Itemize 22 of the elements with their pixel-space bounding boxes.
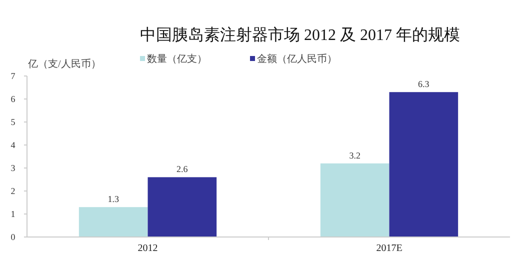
y-tick-label: 0 [10,232,16,242]
y-tick-label: 1 [10,209,16,219]
legend-label: 金额（亿人民币） [257,53,337,65]
y-tick-label: 7 [10,71,16,81]
data-label: 1.3 [108,194,120,204]
y-tick-label: 2 [10,186,16,196]
bar [389,92,458,237]
data-label: 2.6 [176,164,188,174]
data-label: 3.2 [349,150,360,160]
chart-title: 中国胰岛素注射器市场 2012 及 2017 年的规模 [140,26,460,44]
data-label: 6.3 [418,79,430,90]
bar [320,163,390,237]
y-tick-label: 4 [10,140,16,150]
bar [148,177,217,237]
x-tick-label: 2012 [138,243,158,254]
y-tick-label: 6 [10,94,16,104]
x-tick-label: 2017E [376,243,402,254]
y-tick-label: 5 [10,117,16,127]
y-axis-title: 亿（支/人民币） [27,58,101,70]
y-tick-label: 3 [10,163,16,173]
bar [78,207,148,237]
legend-label: 数量（亿支） [147,53,207,65]
